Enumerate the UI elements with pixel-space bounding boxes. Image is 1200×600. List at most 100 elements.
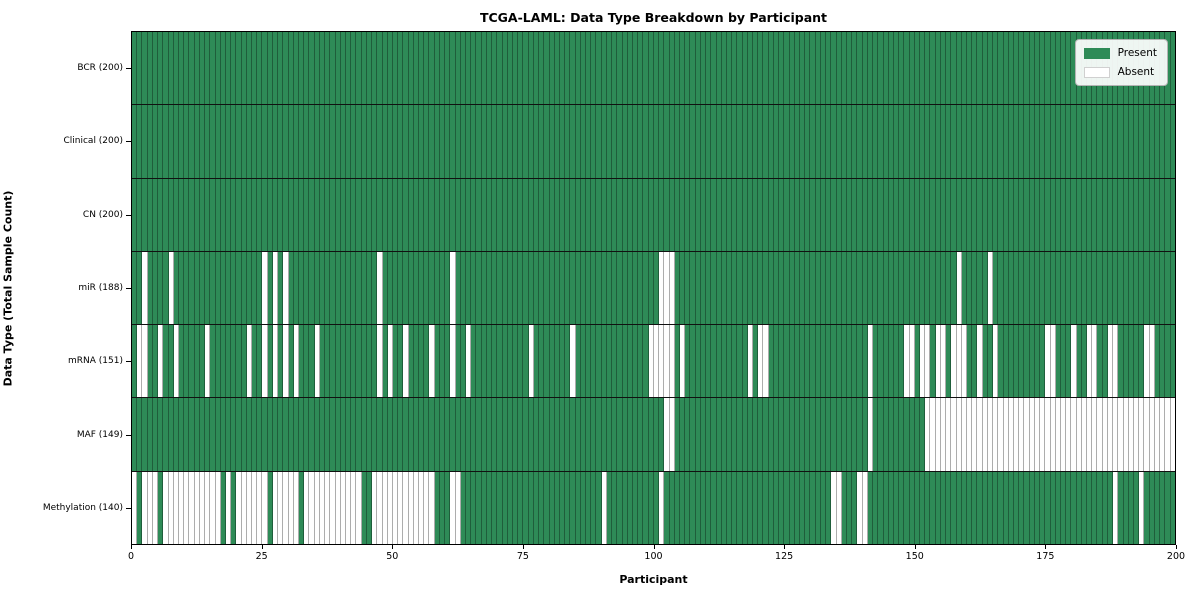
heatmap-cell bbox=[163, 325, 169, 398]
heatmap-cell bbox=[1144, 325, 1150, 398]
heatmap-cell bbox=[152, 398, 159, 471]
heatmap-cell bbox=[784, 178, 790, 251]
heatmap-cell bbox=[231, 325, 237, 398]
heatmap-cell bbox=[236, 251, 242, 325]
heatmap-cell bbox=[893, 251, 900, 325]
heatmap-cell bbox=[967, 105, 973, 178]
heatmap-cell bbox=[147, 251, 153, 325]
heatmap-cell bbox=[481, 398, 487, 471]
heatmap-cell bbox=[419, 178, 425, 251]
heatmap-cell bbox=[726, 251, 733, 325]
heatmap-cell bbox=[1134, 105, 1140, 178]
heatmap-cell bbox=[1160, 105, 1166, 178]
heatmap-cell bbox=[643, 251, 649, 325]
chart-title: TCGA-LAML: Data Type Breakdown by Partic… bbox=[479, 10, 828, 25]
heatmap-cell bbox=[653, 471, 660, 544]
heatmap-cell bbox=[1019, 325, 1025, 398]
heatmap-cell bbox=[982, 178, 988, 251]
heatmap-cell bbox=[429, 178, 435, 251]
heatmap-cell bbox=[726, 32, 733, 105]
heatmap-cell bbox=[194, 251, 200, 325]
heatmap-cell bbox=[450, 398, 456, 471]
heatmap-cell bbox=[763, 251, 769, 325]
heatmap-cell bbox=[220, 471, 226, 544]
heatmap-cell bbox=[669, 398, 675, 471]
heatmap-cell bbox=[1134, 325, 1140, 398]
heatmap-cell bbox=[1144, 251, 1150, 325]
heatmap-cell bbox=[852, 105, 858, 178]
heatmap-cell bbox=[225, 398, 232, 471]
heatmap-cell bbox=[820, 178, 827, 251]
heatmap-cell bbox=[205, 251, 211, 325]
heatmap-cell bbox=[695, 325, 701, 398]
heatmap-cell bbox=[784, 471, 790, 544]
heatmap-cell bbox=[586, 178, 592, 251]
heatmap-cell bbox=[1092, 178, 1098, 251]
heatmap-cell bbox=[961, 471, 967, 544]
heatmap-cell bbox=[695, 105, 701, 178]
heatmap-cell bbox=[132, 471, 138, 544]
heatmap-cell bbox=[372, 325, 378, 398]
heatmap-cell bbox=[1165, 105, 1171, 178]
x-tick-mark bbox=[131, 545, 132, 549]
heatmap-cell bbox=[659, 398, 665, 471]
heatmap-cell bbox=[528, 471, 534, 544]
x-tick-mark bbox=[1176, 545, 1177, 549]
heatmap-cell bbox=[1008, 398, 1014, 471]
heatmap-cell bbox=[137, 471, 143, 544]
heatmap-cell bbox=[800, 325, 806, 398]
heatmap-cell bbox=[726, 471, 733, 544]
heatmap-cell bbox=[935, 178, 941, 251]
heatmap-cell bbox=[857, 178, 863, 251]
heatmap-cell bbox=[1013, 178, 1020, 251]
heatmap-cell bbox=[867, 251, 874, 325]
heatmap-cell bbox=[591, 251, 597, 325]
heatmap-cell bbox=[523, 251, 529, 325]
heatmap-cell bbox=[434, 105, 440, 178]
heatmap-cell bbox=[419, 471, 425, 544]
heatmap-cell bbox=[742, 251, 748, 325]
heatmap-cell bbox=[1003, 251, 1009, 325]
heatmap-cell bbox=[1118, 251, 1124, 325]
heatmap-cell bbox=[1123, 325, 1129, 398]
x-tick-mark bbox=[1045, 545, 1047, 549]
heatmap-cell bbox=[507, 398, 513, 471]
heatmap-cell bbox=[1008, 471, 1014, 544]
heatmap-cell bbox=[664, 398, 670, 471]
heatmap-cell bbox=[549, 325, 555, 398]
heatmap-cell bbox=[299, 251, 305, 325]
heatmap-cell bbox=[272, 32, 279, 105]
heatmap-cell bbox=[215, 251, 221, 325]
heatmap-cell bbox=[627, 105, 633, 178]
heatmap-cell bbox=[528, 178, 534, 251]
heatmap-cell bbox=[492, 251, 498, 325]
heatmap-cell bbox=[815, 251, 821, 325]
heatmap-cell bbox=[820, 32, 827, 105]
heatmap-cell bbox=[554, 251, 560, 325]
heatmap-cell bbox=[314, 32, 320, 105]
heatmap-cell bbox=[857, 251, 863, 325]
heatmap-cell bbox=[288, 178, 294, 251]
heatmap-cell bbox=[836, 178, 842, 251]
heatmap-cell bbox=[225, 251, 232, 325]
heatmap-cell bbox=[1113, 398, 1119, 471]
heatmap-cell bbox=[1029, 32, 1035, 105]
heatmap-cell bbox=[591, 32, 597, 105]
heatmap-cell bbox=[1024, 105, 1030, 178]
heatmap-cell bbox=[617, 251, 623, 325]
heatmap-cell bbox=[726, 105, 733, 178]
heatmap-cell bbox=[1170, 325, 1175, 398]
heatmap-cell bbox=[450, 178, 456, 251]
heatmap-cell bbox=[622, 105, 628, 178]
heatmap-cell bbox=[638, 471, 644, 544]
heatmap-cell bbox=[345, 32, 352, 105]
heatmap-cell bbox=[361, 178, 367, 251]
heatmap-cell bbox=[773, 251, 780, 325]
heatmap-cell bbox=[633, 325, 639, 398]
heatmap-cell bbox=[711, 105, 717, 178]
heatmap-cell bbox=[1144, 178, 1150, 251]
heatmap-cell bbox=[471, 398, 477, 471]
heatmap-cell bbox=[434, 251, 440, 325]
heatmap-cell bbox=[340, 471, 346, 544]
heatmap-cell bbox=[758, 105, 764, 178]
